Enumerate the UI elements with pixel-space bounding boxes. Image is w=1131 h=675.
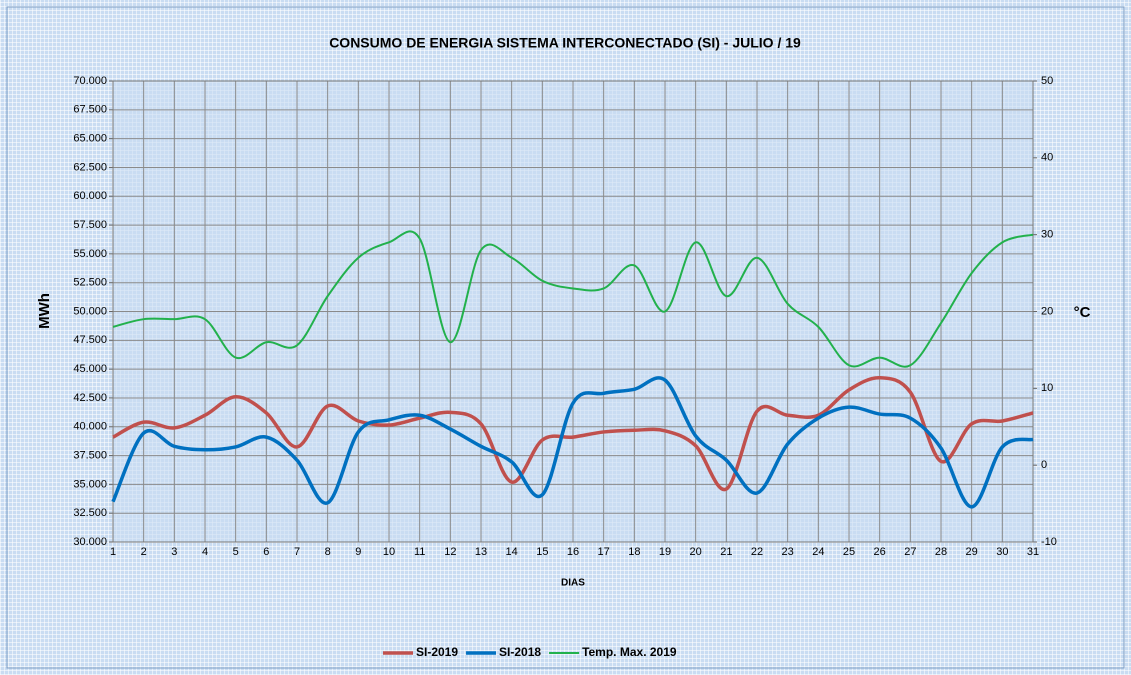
x-tick-label: 5 — [233, 546, 239, 558]
x-tick-label: 29 — [966, 546, 978, 558]
legend-label: SI-2019 — [416, 645, 458, 659]
y-tick-label: 70.000 — [73, 75, 107, 87]
x-tick-label: 4 — [202, 546, 208, 558]
y2-tick-label: 10 — [1041, 382, 1053, 394]
y-tick-label: 32.500 — [73, 507, 107, 519]
y-tick-label: 67.500 — [73, 104, 107, 116]
x-tick-label: 19 — [659, 546, 671, 558]
y-tick-label: 55.000 — [73, 248, 107, 260]
x-tick-label: 21 — [720, 546, 732, 558]
x-tick-label: 22 — [751, 546, 763, 558]
y-tick-label: 62.500 — [73, 161, 107, 173]
x-tick-label: 7 — [294, 546, 300, 558]
x-tick-label: 15 — [536, 546, 548, 558]
y2-tick-label: -10 — [1041, 536, 1057, 548]
x-tick-label: 8 — [325, 546, 331, 558]
y-tick-label: 42.500 — [73, 392, 107, 404]
y2-tick-label: 40 — [1041, 152, 1053, 164]
y2-tick-label: 50 — [1041, 75, 1053, 87]
frame — [6, 6, 1125, 669]
x-tick-label: 31 — [1027, 546, 1039, 558]
y2-tick-label: 0 — [1041, 459, 1047, 471]
y-tick-label: 35.000 — [73, 478, 107, 490]
x-tick-label: 10 — [383, 546, 395, 558]
series-line — [112, 230, 1034, 368]
x-tick-label: 18 — [628, 546, 640, 558]
y2-axis-label: °C — [1074, 304, 1091, 321]
y-tick-label: 40.000 — [73, 421, 107, 433]
y2-tick-label: 20 — [1041, 305, 1053, 317]
series-line — [112, 376, 1034, 492]
x-tick-label: 14 — [506, 546, 518, 558]
x-tick-label: 25 — [843, 546, 855, 558]
x-tick-label: 2 — [141, 546, 147, 558]
x-tick-label: 23 — [782, 546, 794, 558]
y-tick-label: 37.500 — [73, 449, 107, 461]
x-tick-label: 12 — [444, 546, 456, 558]
x-tick-label: 3 — [171, 546, 177, 558]
y-tick-label: 57.500 — [73, 219, 107, 231]
x-tick-label: 20 — [690, 546, 702, 558]
x-tick-label: 28 — [935, 546, 947, 558]
x-tick-label: 11 — [414, 546, 425, 558]
chart-title: CONSUMO DE ENERGIA SISTEMA INTERCONECTAD… — [329, 35, 801, 51]
y-tick-label: 30.000 — [73, 536, 107, 548]
x-tick-label: 24 — [812, 546, 824, 558]
x-tick-label: 1 — [110, 546, 116, 558]
y-tick-label: 47.500 — [73, 334, 107, 346]
x-tick-label: 26 — [874, 546, 886, 558]
x-tick-label: 17 — [598, 546, 610, 558]
series-line — [111, 376, 1034, 509]
plot-border — [112, 80, 1034, 543]
x-tick-label: 6 — [263, 546, 269, 558]
x-axis-label: DIAS — [561, 578, 585, 589]
legend-label: Temp. Max. 2019 — [582, 645, 677, 659]
y-tick-label: 50.000 — [73, 305, 107, 317]
x-tick-label: 27 — [904, 546, 916, 558]
x-tick-label: 13 — [475, 546, 487, 558]
y-axis-label: MWh — [36, 293, 53, 329]
y-tick-label: 52.500 — [73, 277, 107, 289]
y-tick-label: 65.000 — [73, 133, 107, 145]
y2-tick-label: 30 — [1041, 229, 1053, 241]
legend-label: SI-2018 — [499, 645, 541, 659]
x-tick-label: 9 — [355, 546, 361, 558]
y-tick-label: 60.000 — [73, 190, 107, 202]
x-tick-label: 16 — [567, 546, 579, 558]
x-tick-label: 30 — [996, 546, 1008, 558]
y-tick-label: 45.000 — [73, 363, 107, 375]
